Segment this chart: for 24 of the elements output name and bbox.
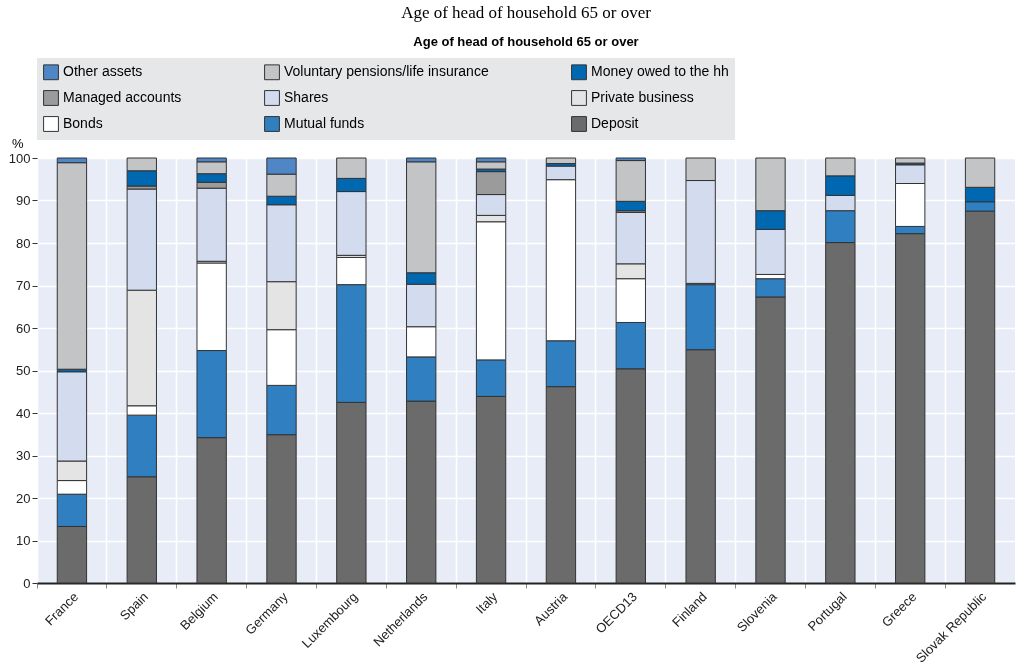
chart-title: Age of head of household 65 or over — [401, 3, 652, 22]
legend-label: Deposit — [591, 115, 639, 131]
chart-subtitle: Age of head of household 65 or over — [413, 34, 639, 49]
legend-label: Money owed to the hh — [591, 63, 729, 80]
legend-label: Other assets — [63, 63, 143, 80]
legend-label: Private business — [591, 89, 694, 105]
y-tick-label: 30 — [16, 448, 31, 463]
y-tick-label: 100 — [8, 150, 31, 166]
y-tick-label: 20 — [16, 490, 31, 506]
legend-label: Shares — [284, 89, 329, 105]
legend-label: Managed accounts — [63, 89, 182, 105]
legend-label: Voluntary pensions/life insurance — [284, 63, 489, 80]
y-tick-label: 60 — [16, 320, 31, 336]
legend-label: Mutual funds — [284, 115, 365, 131]
y-tick-label: 80 — [16, 235, 31, 251]
y-axis-title: % — [11, 135, 24, 151]
y-tick-label: 70 — [16, 278, 31, 293]
x-tick-label: Italy — [472, 588, 501, 617]
y-tick-label: 40 — [16, 405, 31, 421]
y-tick-label: 0 — [23, 575, 31, 591]
y-tick-label: 10 — [16, 533, 31, 548]
y-tick-label: 50 — [16, 363, 31, 378]
y-tick-label: 90 — [16, 193, 31, 208]
legend-label: Bonds — [63, 115, 103, 131]
